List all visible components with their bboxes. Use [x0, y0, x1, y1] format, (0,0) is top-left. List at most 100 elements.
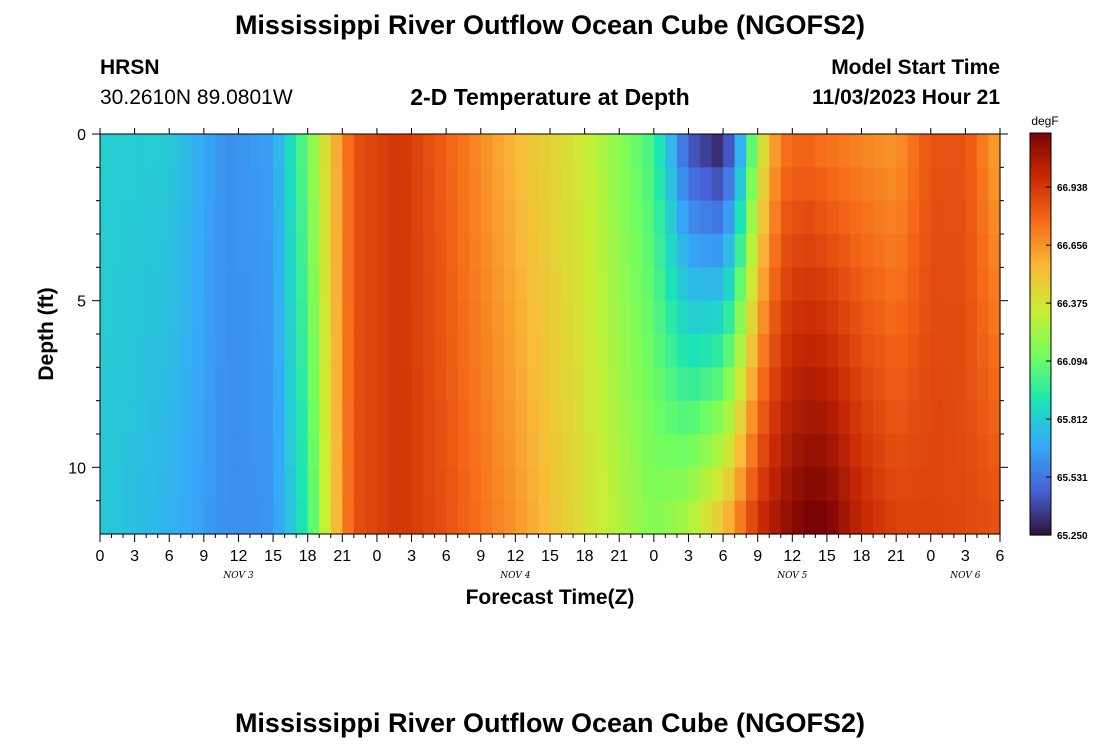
- heatmap-cell: [826, 134, 840, 168]
- heatmap-cell: [192, 267, 205, 302]
- colorbar-segment: [1030, 356, 1051, 360]
- heatmap-cell: [238, 500, 251, 535]
- heatmap-cell: [734, 134, 747, 168]
- x-tick-label: 3: [130, 548, 139, 565]
- heatmap-cell: [861, 200, 874, 235]
- heatmap-cell: [503, 234, 516, 268]
- heatmap-cell: [907, 300, 920, 335]
- heatmap-cell: [550, 334, 563, 368]
- heatmap-cell: [930, 234, 943, 268]
- heatmap-cell: [573, 334, 586, 368]
- heatmap-cell: [215, 467, 228, 502]
- heatmap-cell: [434, 500, 447, 535]
- heatmap-cell: [953, 267, 966, 302]
- heatmap-cell: [123, 234, 136, 268]
- colorbar-segment: [1030, 155, 1051, 159]
- heatmap-cell: [803, 434, 816, 468]
- heatmap-cell: [573, 167, 586, 202]
- heatmap-cell: [769, 434, 782, 468]
- heatmap-cell: [850, 234, 863, 268]
- heatmap-cell: [330, 200, 343, 235]
- heatmap-cell: [192, 434, 205, 468]
- heatmap-cell: [676, 367, 690, 402]
- heatmap-cell: [215, 434, 228, 468]
- heatmap-cell: [250, 334, 263, 368]
- heatmap-cell: [434, 200, 447, 235]
- heatmap-cell: [873, 234, 886, 268]
- heatmap-cell: [734, 167, 747, 202]
- colorbar-segment: [1030, 328, 1051, 333]
- heatmap-cell: [919, 400, 932, 435]
- heatmap-cell: [803, 400, 816, 435]
- heatmap-cell: [480, 167, 493, 202]
- heatmap-cell: [757, 134, 770, 168]
- heatmap-cell: [861, 300, 874, 335]
- colorbar-segment: [1030, 512, 1051, 516]
- heatmap-cell: [307, 200, 320, 235]
- heatmap-cell: [930, 434, 943, 468]
- heatmap-cell: [988, 334, 1001, 368]
- heatmap-cell: [492, 500, 505, 535]
- colorbar-segment: [1030, 457, 1051, 461]
- heatmap-cell: [411, 400, 424, 435]
- heatmap-cell: [353, 400, 366, 435]
- heatmap-cell: [538, 434, 551, 468]
- heatmap-cell: [169, 167, 182, 202]
- heatmap-cell: [630, 400, 643, 435]
- heatmap-cell: [930, 167, 943, 202]
- heatmap-cell: [700, 434, 713, 468]
- heatmap-cell: [146, 400, 159, 435]
- heatmap-cell: [861, 434, 874, 468]
- heatmap-cell: [584, 200, 597, 235]
- heatmap-cell: [169, 200, 182, 235]
- colorbar-segment: [1030, 143, 1051, 147]
- colorbar-segment: [1030, 351, 1051, 355]
- heatmap-cell: [423, 367, 436, 402]
- heatmap-cell: [665, 367, 678, 402]
- heatmap-cell: [273, 434, 286, 468]
- colorbar-segment: [1030, 346, 1051, 350]
- heatmap-cell: [815, 234, 828, 268]
- heatmap-cell: [330, 434, 343, 468]
- heatmap-cell: [942, 134, 955, 168]
- colorbar-segment: [1030, 386, 1051, 390]
- heatmap-cell: [226, 234, 240, 268]
- colorbar-tick-label: 66.094: [1057, 357, 1088, 368]
- heatmap-cell: [538, 367, 551, 402]
- heatmap-cell: [307, 134, 320, 168]
- axes: 0 3 6 9 12 15 18 21 0 3 6 9 12 15 18 21 0 3 6 9 12 15 18 21 0 3 6 N…: [68, 127, 1008, 581]
- heatmap-cell: [711, 200, 724, 235]
- heatmap-cell: [123, 167, 136, 202]
- heatmap-cell: [653, 200, 666, 235]
- colorbar-segment: [1030, 497, 1051, 501]
- heatmap-cell: [723, 267, 736, 302]
- colorbar-tick-label: 65.531: [1057, 473, 1088, 484]
- heatmap-cell: [919, 200, 932, 235]
- colorbar-segment: [1030, 193, 1051, 197]
- heatmap-cell: [965, 400, 978, 435]
- heatmap-cell: [100, 200, 113, 235]
- heatmap-cell: [803, 300, 816, 335]
- heatmap-cell: [769, 467, 782, 502]
- heatmap-cell: [769, 500, 782, 535]
- heatmap-cell: [884, 334, 897, 368]
- colorbar-segment: [1030, 286, 1051, 290]
- colorbar-segment: [1030, 178, 1051, 182]
- heatmap-cell: [538, 234, 551, 268]
- heatmap-cell: [919, 267, 932, 302]
- heatmap-cell: [469, 300, 482, 335]
- heatmap-cell: [607, 334, 620, 368]
- heatmap-cell: [250, 467, 263, 502]
- heatmap-cell: [284, 434, 297, 468]
- heatmap-cell: [792, 200, 805, 235]
- heatmap-cell: [896, 400, 909, 435]
- x-date-label: NOV 6: [949, 571, 980, 581]
- heatmap-cell: [469, 267, 482, 302]
- heatmap-cell: [434, 400, 447, 435]
- colorbar-segment: [1030, 223, 1051, 227]
- heatmap-cell: [653, 300, 666, 335]
- heatmap-cell: [480, 267, 493, 302]
- heatmap-cell: [780, 334, 793, 368]
- heatmap-cell: [353, 467, 366, 502]
- heatmap-cell: [492, 167, 505, 202]
